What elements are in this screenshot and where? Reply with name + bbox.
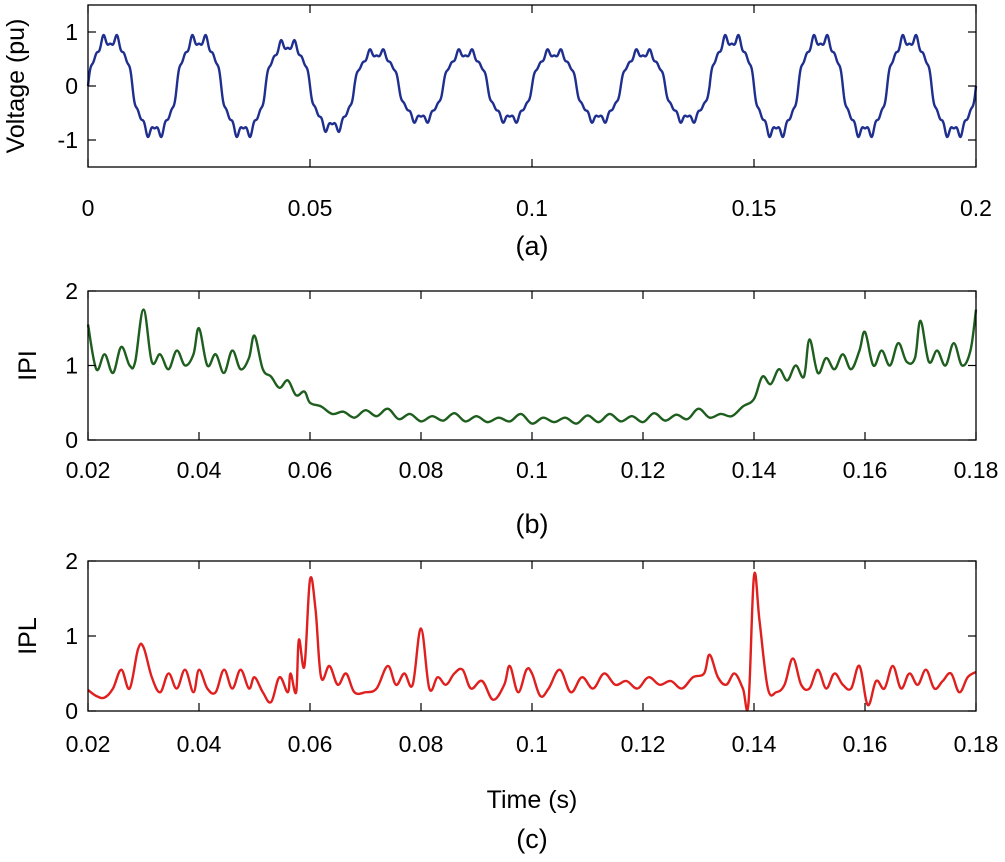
x-tick-label: 0.15 — [732, 195, 777, 221]
x-tick-label: 0.2 — [960, 195, 992, 221]
panel-a: 0 0.05 0.1 0.15 0.2 -1 0 1 Voltage (pu) (a) — [2, 4, 992, 261]
x-tick-label: 0.04 — [177, 457, 222, 483]
x-tick-label: 0.1 — [516, 195, 548, 221]
y-tick-label: 2 — [65, 278, 78, 304]
panel-caption: (b) — [516, 509, 549, 539]
y-tick-label: -1 — [58, 127, 78, 153]
y-tick-label: 1 — [65, 623, 78, 649]
series-line-voltage — [86, 33, 978, 139]
x-tick-label: 0.18 — [954, 731, 999, 757]
axes-frame — [87, 560, 977, 712]
y-tick-label: 0 — [65, 427, 78, 453]
x-tick-label: 0.02 — [66, 731, 111, 757]
x-tick-label: 0.16 — [843, 731, 888, 757]
series-line-IPI — [86, 308, 978, 425]
x-tick-label: 0.05 — [288, 195, 333, 221]
x-tick-label: 0.14 — [732, 457, 777, 483]
y-axis-label: IPL — [14, 617, 42, 655]
x-tick-label: 0.1 — [516, 457, 548, 483]
x-tick-label: 0.12 — [621, 731, 666, 757]
x-tick-label: 0.18 — [954, 457, 999, 483]
y-axis-label: Voltage (pu) — [2, 19, 30, 154]
y-tick-label: 2 — [65, 548, 78, 574]
x-tick-label: 0.16 — [843, 457, 888, 483]
y-tick-label: 0 — [65, 698, 78, 724]
x-tick-label: 0.06 — [288, 457, 333, 483]
y-axis-label: IPI — [14, 350, 42, 381]
panel-caption: (a) — [516, 231, 549, 261]
x-tick-label: 0.1 — [516, 731, 548, 757]
y-tick-label: 0 — [65, 73, 78, 99]
y-tick-label: 1 — [65, 353, 78, 379]
x-tick-label: 0.14 — [732, 731, 777, 757]
x-tick-label: 0.12 — [621, 457, 666, 483]
panel-c: 0.02 0.04 0.06 0.08 0.1 0.12 0.14 0.16 0.18 0 1 2 IP… — [14, 548, 998, 854]
panel-b: 0.02 0.04 0.06 0.08 0.1 0.12 0.14 0.16 0.18 0 1 2 IP… — [14, 278, 998, 539]
x-tick-label: 0.02 — [66, 457, 111, 483]
panel-caption: (c) — [516, 824, 547, 854]
x-tick-label: 0.06 — [288, 731, 333, 757]
x-tick-label: 0.04 — [177, 731, 222, 757]
x-axis-label: Time (s) — [487, 786, 578, 814]
x-tick-label: 0.08 — [399, 731, 444, 757]
x-tick-label: 0 — [82, 195, 95, 221]
series-line-IPL — [87, 571, 977, 712]
y-tick-label: 1 — [65, 19, 78, 45]
x-tick-label: 0.08 — [399, 457, 444, 483]
